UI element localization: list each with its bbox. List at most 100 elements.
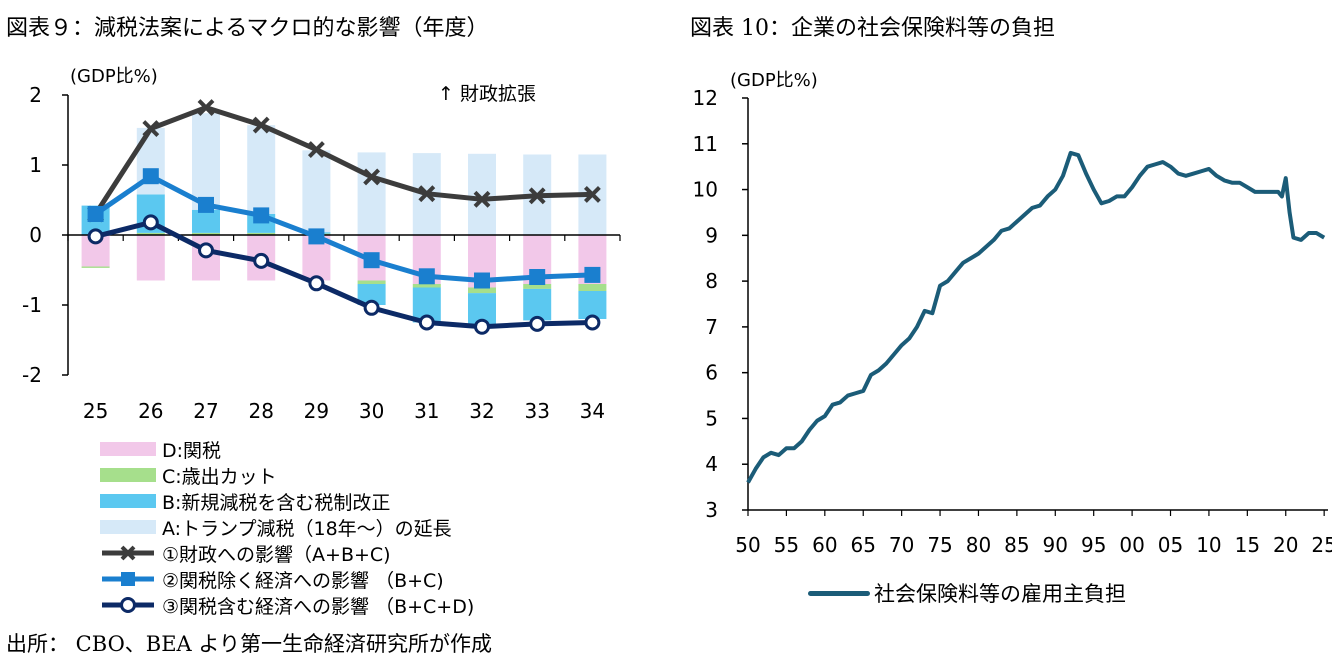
right-y-tick-label: 11	[693, 132, 718, 156]
left-chart-title: 図表９：減税法案によるマクロ的な影響（年度）	[6, 16, 489, 41]
right-x-tick-label: 70	[889, 533, 914, 557]
legend-item-A: A:トランプ減税（18年～）の延長	[100, 514, 474, 540]
series-point-s3	[529, 315, 546, 332]
left-x-tick-label: 31	[414, 399, 439, 423]
legend-label-s3: ③関税含む経済への影響 （B+C+D)	[162, 595, 475, 618]
fiscal-expansion-annotation: ↑ 財政拡張	[438, 83, 536, 105]
series-point-s1	[418, 185, 436, 203]
bar-segment-C	[412, 284, 441, 288]
series-point-s3	[363, 299, 380, 316]
series-point-s2	[253, 207, 270, 224]
right-y-tick-label: 12	[693, 86, 718, 110]
legend-item-B: B:新規減税を含む税制改正	[100, 488, 474, 514]
source-note: 出所： CBO、BEA より第一生命経済研究所が作成	[6, 632, 492, 656]
right-x-tick-label: 90	[1043, 533, 1068, 557]
bar-segment-C	[468, 287, 496, 294]
bar-segment-A	[302, 150, 331, 233]
right-x-tick-label: 85	[1004, 533, 1029, 557]
series-point-s3	[418, 314, 435, 331]
left-x-tick-label: 26	[138, 399, 163, 423]
legend-item-s2: ②関税除く経済への影響 （B+C)	[100, 566, 474, 592]
bar-segment-C	[357, 280, 386, 284]
right-y-tick-label: 9	[705, 223, 718, 247]
series-point-s1	[473, 190, 491, 208]
series-point-s3	[308, 275, 325, 292]
right-x-tick-label: 10	[1196, 533, 1221, 557]
right-y-tick-label: 3	[705, 498, 718, 522]
bar-segment-A	[192, 113, 220, 210]
bar-segment-A	[357, 152, 386, 235]
left-y-tick-label: -2	[22, 363, 42, 387]
bar-segment-C	[136, 232, 165, 235]
right-x-tick-label: 20	[1273, 533, 1298, 557]
left-x-tick-label: 28	[248, 399, 273, 423]
bar-segment-C	[192, 232, 220, 235]
right-x-tick-label: 15	[1235, 533, 1260, 557]
series-point-s2	[418, 268, 435, 285]
right-y-tick-label: 4	[705, 452, 718, 476]
legend-item-C: C:歳出カット	[100, 462, 474, 488]
bar-segment-C	[523, 284, 552, 289]
left-x-tick-label: 30	[359, 399, 384, 423]
bar-segment-C	[578, 284, 607, 291]
right-x-tick-label: 65	[851, 533, 876, 557]
legend-label-D: D:関税	[162, 439, 222, 462]
bar-segment-B	[192, 209, 220, 233]
series-point-s3	[474, 318, 490, 335]
legend-marker-s3	[102, 597, 154, 613]
right-y-tick-label: 8	[705, 269, 718, 293]
legend-label-s2: ②関税除く経済への影響 （B+C)	[162, 569, 444, 592]
series-point-s1	[197, 99, 215, 117]
legend-swatch-A	[100, 520, 156, 534]
series-line-s3	[94, 219, 593, 330]
legend-marker-s2	[102, 572, 154, 586]
series-point-s1	[252, 116, 270, 134]
bar-segment-A	[247, 125, 276, 214]
series-point-s1	[363, 168, 381, 186]
series-line-s2	[94, 173, 593, 283]
legend-swatch-B	[100, 494, 156, 508]
right-x-tick-label: 60	[812, 533, 837, 557]
left-y-tick-label: -1	[22, 293, 42, 317]
right-y-unit: (GDP比%)	[730, 70, 818, 91]
series-point-s2	[529, 269, 546, 285]
legend-marker-s1	[102, 545, 154, 561]
right-x-tick-label: 55	[774, 533, 799, 557]
series-point-s2	[584, 266, 601, 283]
right-chart-legend: 社会保険料等の雇用主負担	[808, 578, 1126, 608]
legend-swatch-D	[100, 442, 156, 456]
legend-item-s3: ③関税含む経済への影響 （B+C+D)	[100, 592, 474, 618]
left-y-tick-label: 0	[29, 223, 42, 247]
series-point-s1	[583, 185, 601, 203]
bar-segment-C	[247, 232, 276, 235]
right-legend-label: 社会保険料等の雇用主負担	[874, 582, 1126, 606]
legend-item-D: D:関税	[100, 436, 474, 462]
series-point-s3	[198, 242, 214, 259]
left-chart: (GDP比%) ↑ 財政拡張 2 1 0 -1 -2 25 26 27 28 29 30 31 32 33…	[22, 66, 621, 423]
series-point-s1	[307, 141, 325, 159]
legend-label-A: A:トランプ減税（18年～）の延長	[162, 517, 452, 540]
right-x-tick-label: 95	[1081, 533, 1106, 557]
bar-segment-B	[357, 284, 386, 305]
left-y-tick-label: 2	[29, 83, 42, 107]
series-point-s3	[142, 214, 159, 231]
right-x-tick-label: 05	[1158, 533, 1183, 557]
series-point-s1	[142, 120, 160, 138]
series-point-s2	[142, 168, 159, 185]
bar-segment-B	[523, 288, 552, 321]
left-x-tick-label: 25	[83, 399, 108, 423]
left-chart-legend: D:関税 C:歳出カット B:新規減税を含む税制改正 A:トランプ減税（18年～…	[100, 436, 474, 618]
series-point-s1	[528, 187, 546, 205]
left-x-tick-label: 32	[469, 399, 494, 423]
series-point-s2	[474, 272, 490, 289]
series-point-s2	[87, 206, 104, 222]
legend-label-C: C:歳出カット	[162, 465, 277, 488]
right-y-tick-label: 10	[693, 178, 718, 202]
left-y-tick-label: 1	[29, 153, 42, 177]
left-x-tick-label: 27	[193, 399, 218, 423]
series-point-s3	[87, 228, 104, 245]
series-point-s2	[363, 252, 380, 269]
right-x-tick-label: 80	[966, 533, 991, 557]
right-chart-title: 図表 10：企業の社会保険料等の負担	[690, 16, 1055, 41]
